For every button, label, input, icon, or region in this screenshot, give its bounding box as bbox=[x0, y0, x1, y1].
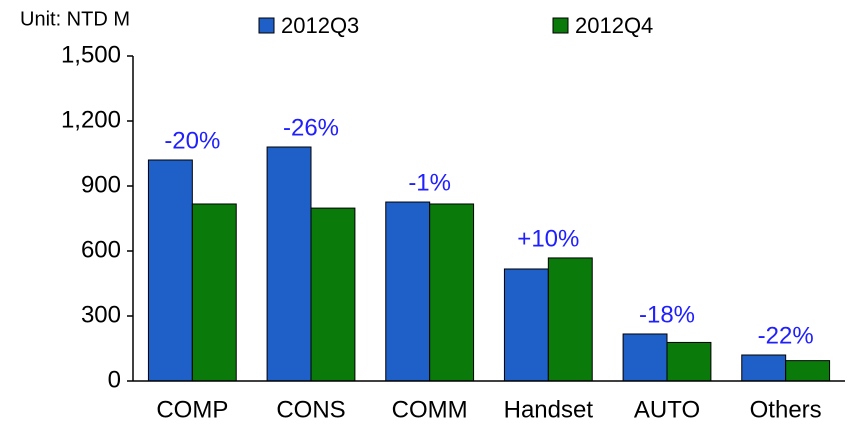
y-tick-label: 1,200 bbox=[61, 106, 121, 133]
change-label: -20% bbox=[164, 127, 220, 154]
bar bbox=[429, 203, 475, 382]
change-label: -18% bbox=[639, 301, 695, 328]
y-tick-label: 0 bbox=[108, 366, 121, 393]
bar bbox=[310, 207, 356, 382]
change-label: +10% bbox=[517, 225, 579, 252]
x-tick-label: COMP bbox=[156, 396, 228, 423]
bar bbox=[503, 268, 549, 382]
bar bbox=[785, 360, 831, 382]
y-tick-label: 1,500 bbox=[61, 41, 121, 68]
bar bbox=[666, 341, 712, 382]
x-tick-label: AUTO bbox=[634, 396, 700, 423]
y-tick-label: 300 bbox=[81, 301, 121, 328]
bar bbox=[622, 333, 668, 382]
change-label: -1% bbox=[408, 169, 451, 196]
bar bbox=[191, 203, 237, 382]
legend-label: 2012Q4 bbox=[575, 13, 653, 38]
unit-label: Unit: NTD M bbox=[20, 8, 130, 30]
y-tick-label: 600 bbox=[81, 236, 121, 263]
bar bbox=[266, 146, 312, 382]
change-label: -22% bbox=[758, 322, 814, 349]
x-tick-label: Others bbox=[750, 396, 822, 423]
x-tick-label: CONS bbox=[276, 396, 345, 423]
bar bbox=[547, 257, 593, 382]
legend-swatch bbox=[258, 17, 275, 34]
x-tick-label: Handset bbox=[504, 396, 594, 423]
y-tick-label: 900 bbox=[81, 171, 121, 198]
bar bbox=[741, 354, 787, 382]
bar bbox=[147, 159, 193, 382]
change-label: -26% bbox=[283, 114, 339, 141]
x-tick-label: COMM bbox=[392, 396, 468, 423]
legend-swatch bbox=[552, 17, 569, 34]
bar bbox=[385, 201, 431, 382]
legend-label: 2012Q3 bbox=[281, 13, 359, 38]
